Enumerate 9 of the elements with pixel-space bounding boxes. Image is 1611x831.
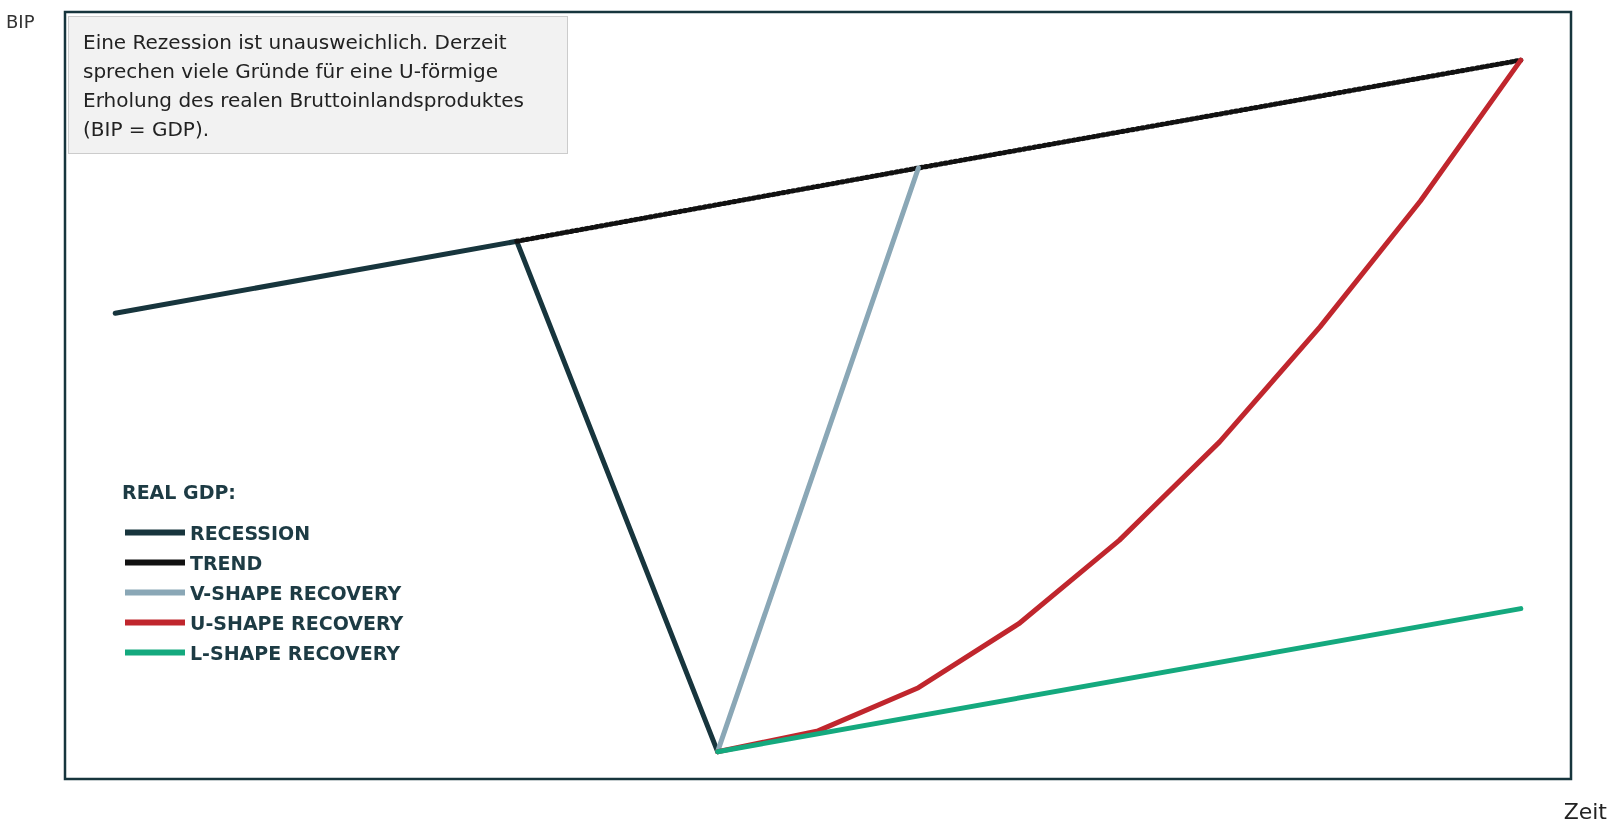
annotation: Eine Rezession ist unausweichlich. Derzeit sprechen viele Gründe für eine U-förmige Erholung des realen Bruttoinlandsproduktes (BIP = GDP). xyxy=(83,29,531,141)
legend-label: RECESSION xyxy=(190,521,311,544)
legend-label: TREND xyxy=(190,551,263,574)
legend-label: V-SHAPE RECOVERY xyxy=(190,581,402,604)
legend-title: REAL GDP: xyxy=(122,480,236,503)
legend-label: L-SHAPE RECOVERY xyxy=(190,641,401,664)
legend-label: U-SHAPE RECOVERY xyxy=(190,611,404,634)
y-axis-title: BIP xyxy=(6,10,35,32)
x-axis-title: Zeit xyxy=(1563,798,1608,824)
